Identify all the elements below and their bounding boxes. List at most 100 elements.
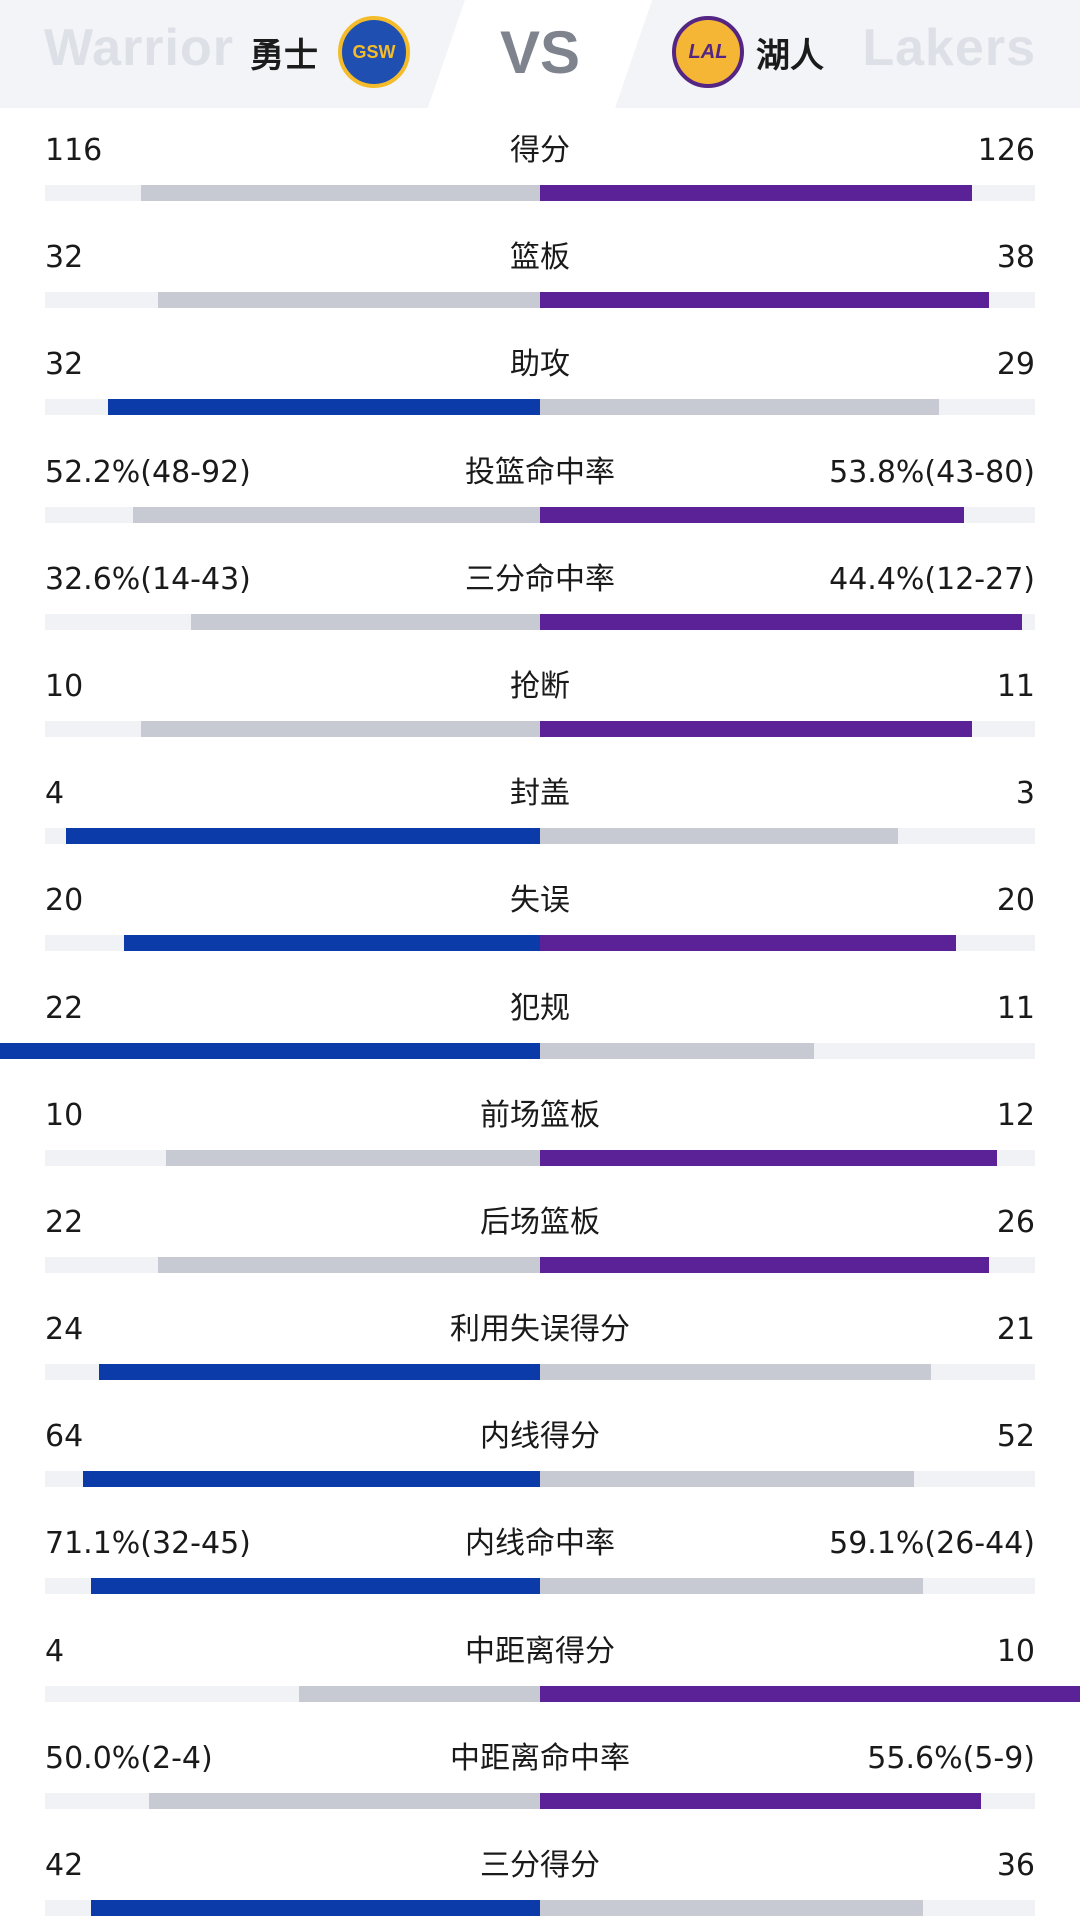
stat-label: 篮板 [510,240,570,276]
stat-label: 利用失误得分 [450,1312,630,1348]
stat-label: 失误 [510,883,570,919]
warriors-bar [90,1900,540,1916]
stat-row: 4 中距离得分 10 [45,1609,1080,1716]
warriors-logo-text: GSW [352,41,396,62]
stat-label: 内线命中率 [465,1526,615,1562]
lakers-bar [540,1685,1080,1702]
warriors-stat-value: 32.6%(14-43) [45,561,251,597]
lakers-bar [540,185,973,201]
warriors-bar [107,399,540,416]
warriors-bar [140,185,540,201]
warriors-bar [124,935,540,952]
warriors-logo-icon[interactable]: GSW [338,16,410,88]
lakers-bar [540,506,965,523]
lakers-stat-value: 59.1%(26-44) [829,1526,1035,1562]
comparison-track [0,1042,1035,1059]
lakers-stat-value: 10 [996,1633,1035,1669]
warriors-stat-value: 4 [45,776,65,812]
lakers-stat-value: 53.8%(43-80) [829,454,1035,490]
lakers-stat-value: 3 [1015,776,1035,812]
left-team-name[interactable]: 勇士 [250,36,318,76]
comparison-track [45,828,1035,845]
warriors-stat-value: 4 [45,1633,65,1669]
warriors-stat-value: 22 [45,1204,84,1240]
lakers-stat-value: 36 [996,1848,1035,1883]
team-stats-comparison: 116 得分 126 32 篮板 38 32 助攻 29 52.2%(48-92) 投篮命中率 53.… [0,108,1080,1930]
warriors-stat-value: 32 [45,240,84,276]
stat-row: 32 篮板 38 [45,215,1035,322]
stat-label: 三分得分 [480,1848,600,1883]
stat-row: 22 后场篮板 26 [45,1180,1035,1287]
lakers-bar [540,1364,931,1381]
lakers-bar [540,1256,990,1273]
right-team-name[interactable]: 湖人 [756,36,824,76]
stat-row: 71.1%(32-45) 内线命中率 59.1%(26-44) [45,1501,1035,1608]
comparison-track [45,1900,1035,1916]
warriors-bar [90,1578,540,1595]
stat-label: 投篮命中率 [465,454,615,490]
warriors-stat-value: 64 [45,1419,84,1455]
lakers-stat-value: 126 [977,133,1035,168]
comparison-track [45,720,1035,737]
stat-label: 封盖 [510,776,570,812]
stat-row: 20 失误 20 [45,858,1035,965]
left-team-watermark: Warrior [44,19,234,77]
lakers-bar [540,1471,915,1488]
lakers-stat-value: 55.6%(5-9) [867,1740,1035,1776]
lakers-stat-value: 29 [996,347,1035,383]
lakers-stat-value: 21 [996,1312,1035,1348]
stat-row: 32 助攻 29 [45,322,1035,429]
warriors-bar [190,613,540,630]
comparison-track [45,1578,1035,1595]
right-team-watermark: Lakers [862,19,1036,77]
warriors-stat-value: 20 [45,883,84,919]
warriors-bar [165,1149,540,1166]
stat-label: 内线得分 [480,1419,600,1455]
lakers-bar [540,1792,981,1809]
warriors-stat-value: 22 [45,990,84,1026]
lakers-stat-value: 11 [996,668,1035,704]
warriors-bar [132,506,540,523]
warriors-bar [99,1364,540,1381]
comparison-track [45,1685,1080,1702]
stat-row: 10 前场篮板 12 [45,1073,1035,1180]
stat-label: 前场篮板 [480,1097,600,1133]
stat-label: 中距离得分 [465,1633,615,1669]
stat-label: 中距离命中率 [450,1740,630,1776]
matchup-header: Warrior Lakers 勇士 GSW VS LAL 湖人 [0,0,1080,108]
versus-label: VS [499,19,581,86]
lakers-stat-value: 20 [996,883,1035,919]
lakers-logo-icon[interactable]: LAL [672,16,744,88]
lakers-bar [540,1042,815,1059]
lakers-bar [540,613,1023,630]
warriors-stat-value: 10 [45,668,84,704]
stat-label: 三分命中率 [465,561,615,597]
lakers-stat-value: 11 [996,990,1035,1026]
warriors-bar [66,828,540,845]
stat-row: 4 封盖 3 [45,751,1035,858]
warriors-stat-value: 71.1%(32-45) [45,1526,251,1562]
comparison-track [45,613,1035,630]
stat-row: 24 利用失误得分 21 [45,1287,1035,1394]
comparison-track [45,185,1035,201]
lakers-stat-value: 52 [996,1419,1035,1455]
stat-label: 犯规 [510,990,570,1026]
warriors-bar [140,720,540,737]
comparison-track [45,1364,1035,1381]
lakers-bar [540,828,898,845]
warriors-stat-value: 52.2%(48-92) [45,454,251,490]
lakers-bar [540,1149,998,1166]
stat-row: 64 内线得分 52 [45,1394,1035,1501]
warriors-stat-value: 116 [45,133,103,168]
warriors-stat-value: 42 [45,1848,84,1883]
comparison-track [45,935,1035,952]
warriors-bar [157,292,540,309]
comparison-track [45,399,1035,416]
stat-row: 42 三分得分 36 [45,1823,1035,1930]
lakers-stat-value: 26 [996,1204,1035,1240]
stat-row: 10 抢断 11 [45,644,1035,751]
lakers-bar [540,399,940,416]
warriors-bar [298,1685,540,1702]
lakers-bar [540,720,973,737]
lakers-logo-text: LAL [688,40,728,63]
